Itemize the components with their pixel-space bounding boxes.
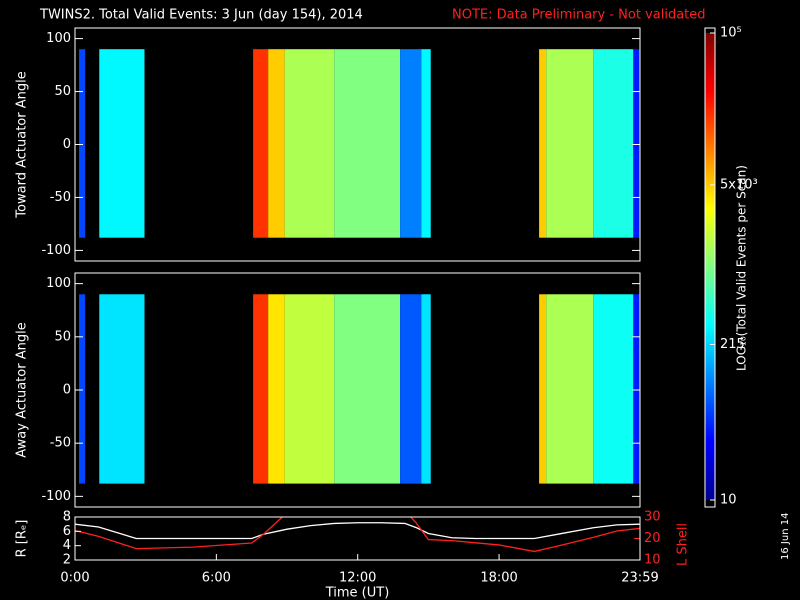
heat-cell [539, 49, 547, 238]
x-axis-label: Time (UT) [325, 586, 390, 600]
series-line [75, 517, 640, 553]
colorbar-tick-label: 5x10³ [720, 177, 758, 192]
heat-cell [268, 49, 285, 238]
y-tick-label: 0 [63, 383, 71, 398]
colorbar-tick-label: 215 [720, 337, 745, 352]
title: TWINS2. Total Valid Events: 3 Jun (day 1… [39, 8, 363, 23]
heat-cell [633, 49, 640, 238]
y-tick-label: 50 [54, 329, 71, 344]
colorbar-label: LOG₁₀(Total Valid Events per Scan) [735, 165, 749, 371]
y-tick-label: -50 [50, 436, 71, 451]
colorbar-tick-label: 10⁵ [720, 26, 742, 41]
heat-cell [539, 294, 547, 484]
y-tick-label: -100 [41, 243, 71, 258]
heat-cell [79, 49, 86, 238]
heat-cell [284, 49, 335, 238]
heat-cell [99, 294, 145, 484]
y-tick-label: 4 [63, 538, 71, 553]
y-tick-label: 50 [54, 84, 71, 99]
colorbar-tick-label: 10 [720, 493, 737, 508]
heat-cell [268, 294, 285, 484]
heat-cell [400, 49, 422, 238]
y-axis-label: Toward Actuator Angle [15, 71, 30, 218]
heat-cell [546, 49, 594, 238]
y2-tick-label: 30 [644, 510, 661, 525]
heat-cell [421, 294, 431, 484]
heat-cell [253, 49, 269, 238]
x-tick-label: 12:00 [339, 571, 376, 586]
note: NOTE: Data Preliminary - Not validated [452, 8, 706, 23]
heat-cell [334, 49, 401, 238]
date-stamp: 16 Jun 14 [780, 513, 791, 560]
y2-axis-label: L Shell [676, 523, 691, 566]
heat-cell [284, 294, 335, 484]
colorbar [705, 33, 715, 500]
y-tick-label: 6 [63, 524, 71, 539]
colorbar-frame [704, 27, 716, 508]
y-axis-label: Away Actuator Angle [15, 322, 30, 457]
heat-cell [99, 49, 145, 238]
y-tick-label: 100 [46, 276, 71, 291]
heat-cell [593, 294, 634, 484]
x-tick-label: 6:00 [202, 571, 231, 586]
y2-tick-label: 20 [644, 531, 661, 546]
heat-cell [593, 49, 634, 238]
x-tick-label: 18:00 [480, 571, 517, 586]
y-tick-label: -50 [50, 190, 71, 205]
panel-frame [74, 27, 641, 262]
y-tick-label: 2 [63, 553, 71, 568]
heat-cell [546, 294, 594, 484]
y-axis-label: R [Rₑ] [15, 520, 30, 558]
series-line [75, 522, 640, 540]
x-tick-label: 23:59 [621, 571, 658, 586]
y-tick-label: -100 [41, 489, 71, 504]
heat-cell [400, 294, 422, 484]
panel-frame [74, 516, 641, 561]
x-tick-label: 0:00 [60, 571, 89, 586]
heat-cell [633, 294, 640, 484]
heat-cell [334, 294, 401, 484]
panel-frame [74, 272, 641, 508]
heat-cell [79, 294, 86, 484]
heat-cell [253, 294, 269, 484]
heat-cell [421, 49, 431, 238]
y-tick-label: 8 [63, 510, 71, 525]
y-tick-label: 100 [46, 31, 71, 46]
y2-tick-label: 10 [644, 553, 661, 568]
y-tick-label: 0 [63, 137, 71, 152]
